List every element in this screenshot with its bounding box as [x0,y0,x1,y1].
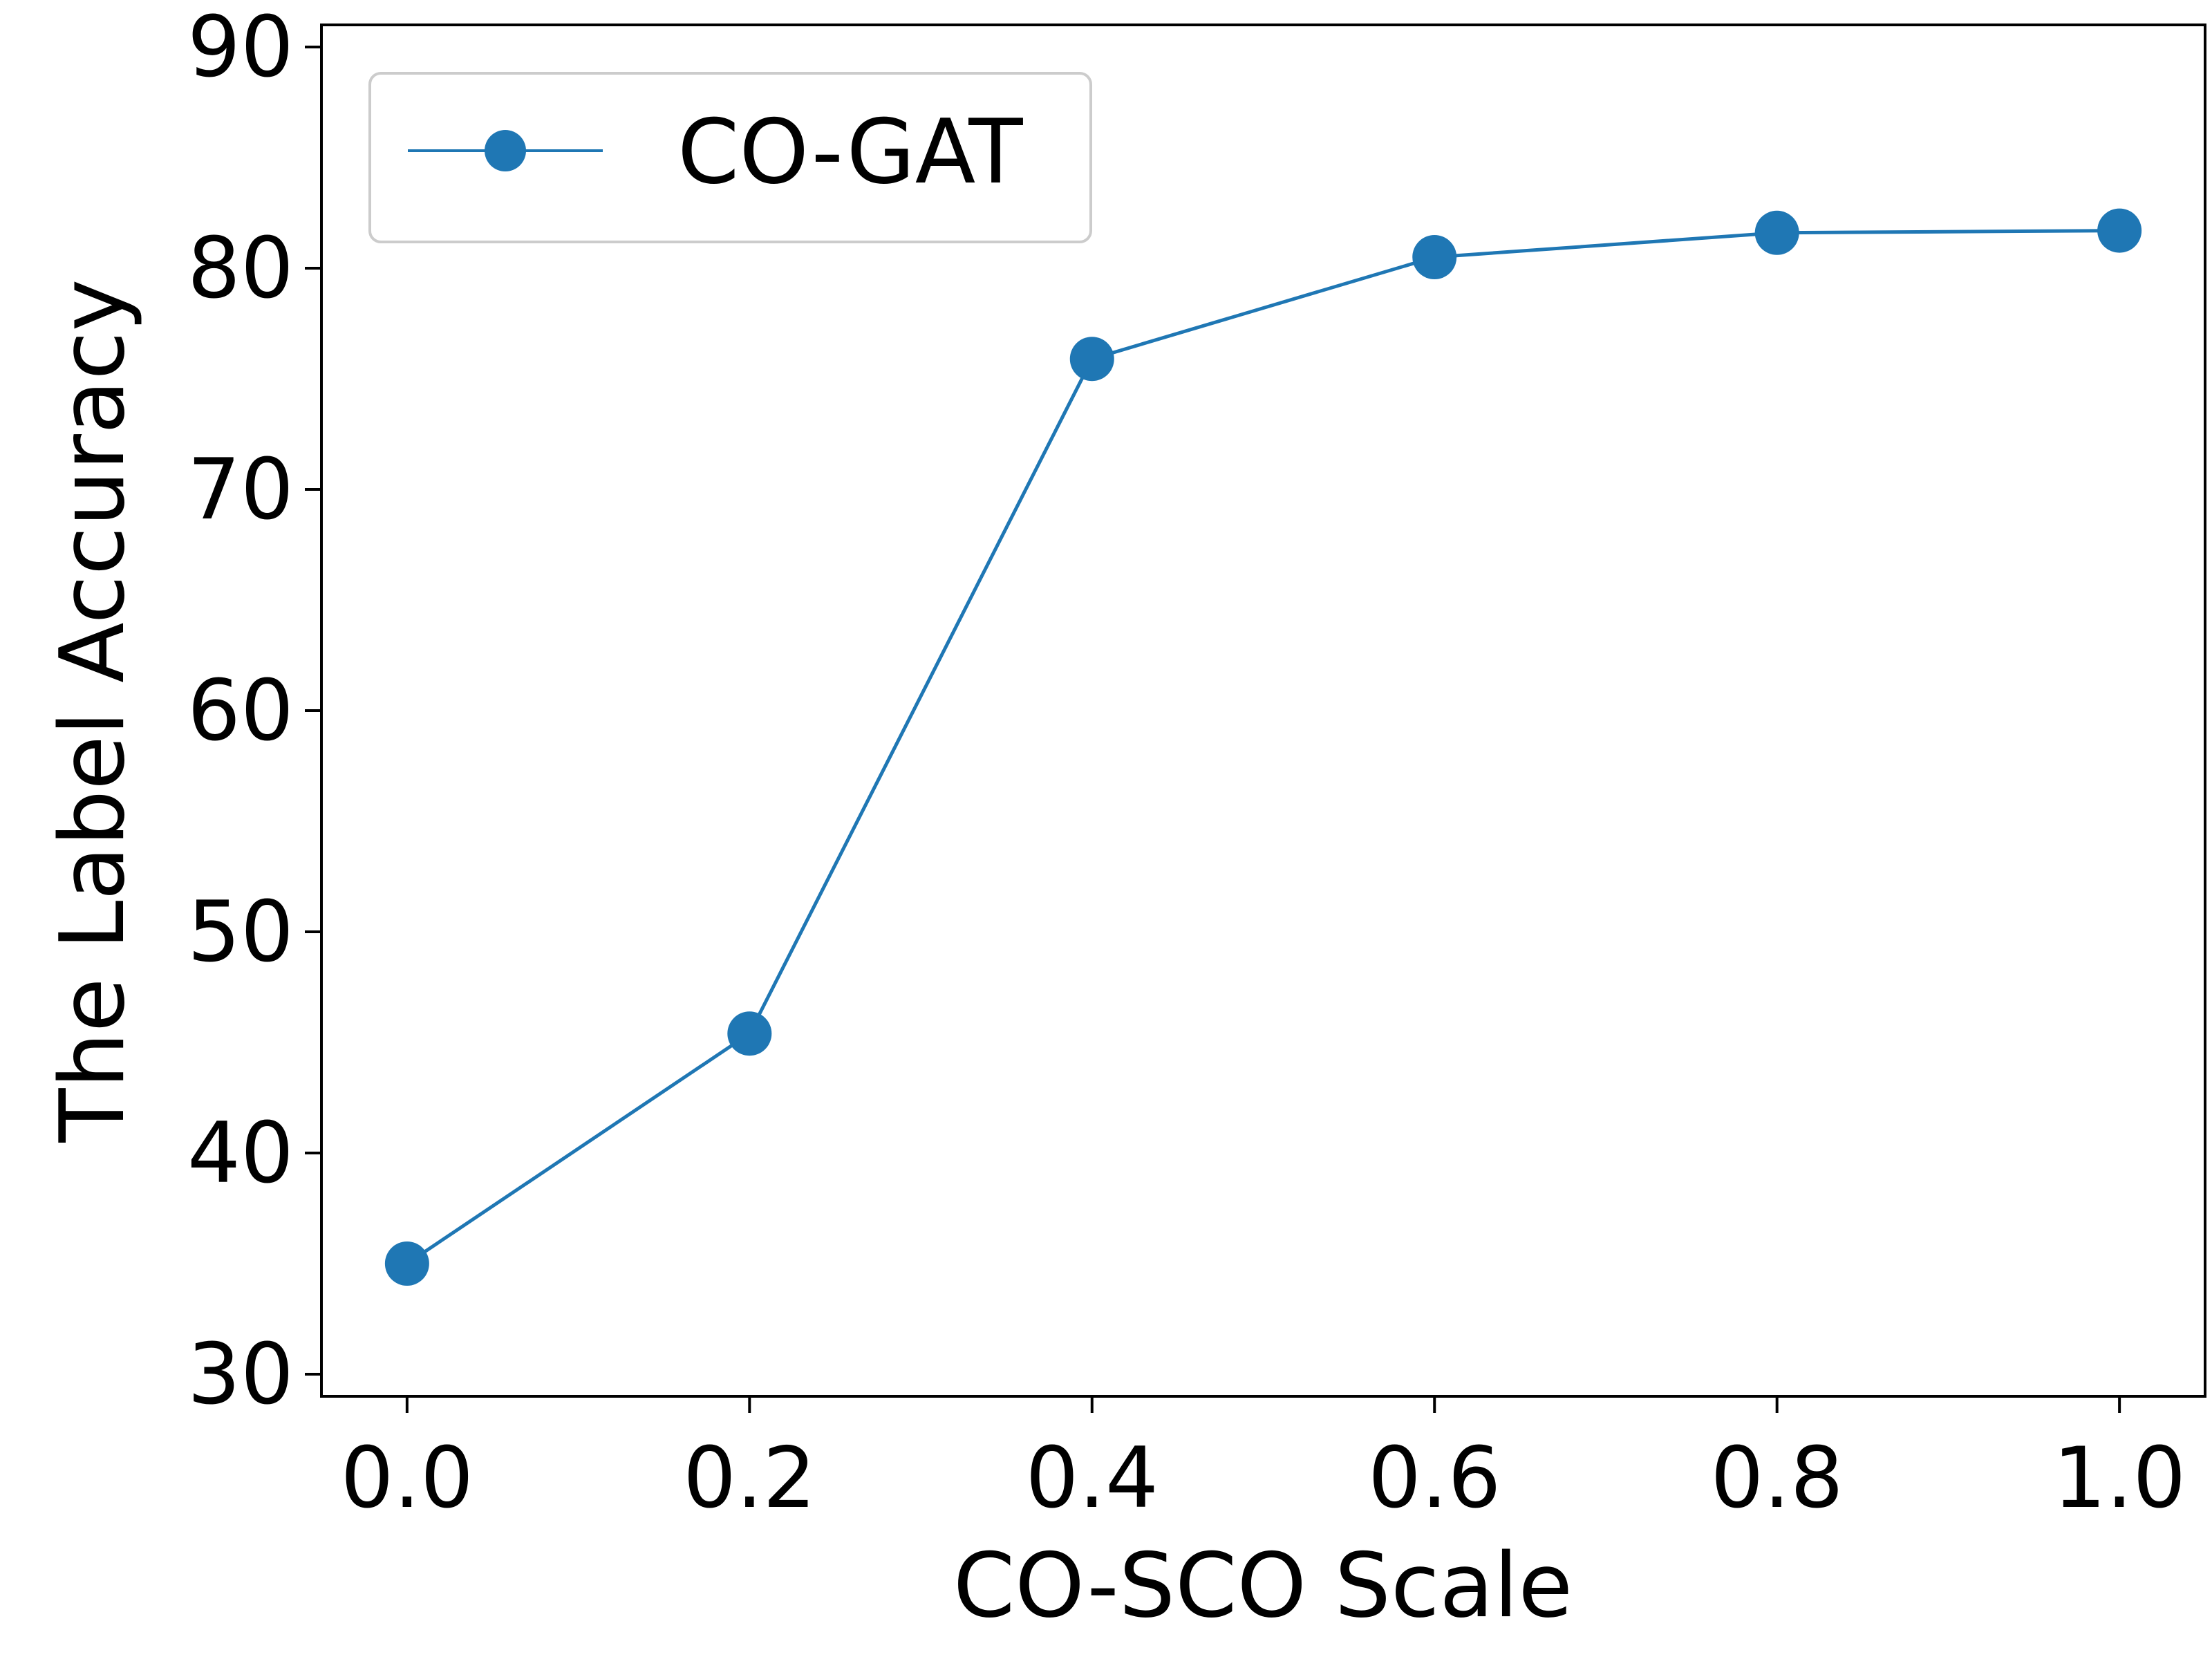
x-axis-title: CO-SCO Scale [953,1535,1573,1638]
legend-label-co-gat: CO-GAT [677,101,1023,204]
series-line [406,229,2120,1266]
y-tick-label: 50 [187,883,294,981]
legend-marker-co-gat [485,130,526,171]
x-axis-ticks: 0.0 0.2 0.4 0.6 0.8 1.0 [341,1396,2186,1527]
series-co-gat [384,208,2142,1286]
y-tick-label: 70 [187,441,294,538]
x-tick-label: 1.0 [2053,1430,2186,1527]
y-tick-label: 60 [187,662,294,760]
data-point [1069,337,1114,382]
y-tick-label: 40 [187,1105,294,1202]
y-tick-label: 80 [187,220,294,317]
x-tick-label: 0.8 [1710,1430,1843,1527]
legend-box [368,72,1092,243]
y-tick-label: 90 [187,0,294,96]
y-axis-title: The Label Accuracy [41,279,144,1143]
legend: CO-GAT [368,72,1092,243]
x-tick-label: 0.4 [1026,1430,1159,1527]
data-point [1412,235,1457,279]
y-tick-label: 30 [187,1326,294,1423]
data-point [1754,210,1799,255]
x-tick-label: 0.0 [341,1430,474,1527]
data-point [727,1011,772,1056]
x-tick-label: 0.2 [683,1430,816,1527]
x-tick-label: 0.6 [1368,1430,1501,1527]
data-point [384,1241,429,1286]
y-axis-ticks: 30 40 50 60 70 80 90 [187,0,321,1423]
data-point [2097,208,2142,253]
